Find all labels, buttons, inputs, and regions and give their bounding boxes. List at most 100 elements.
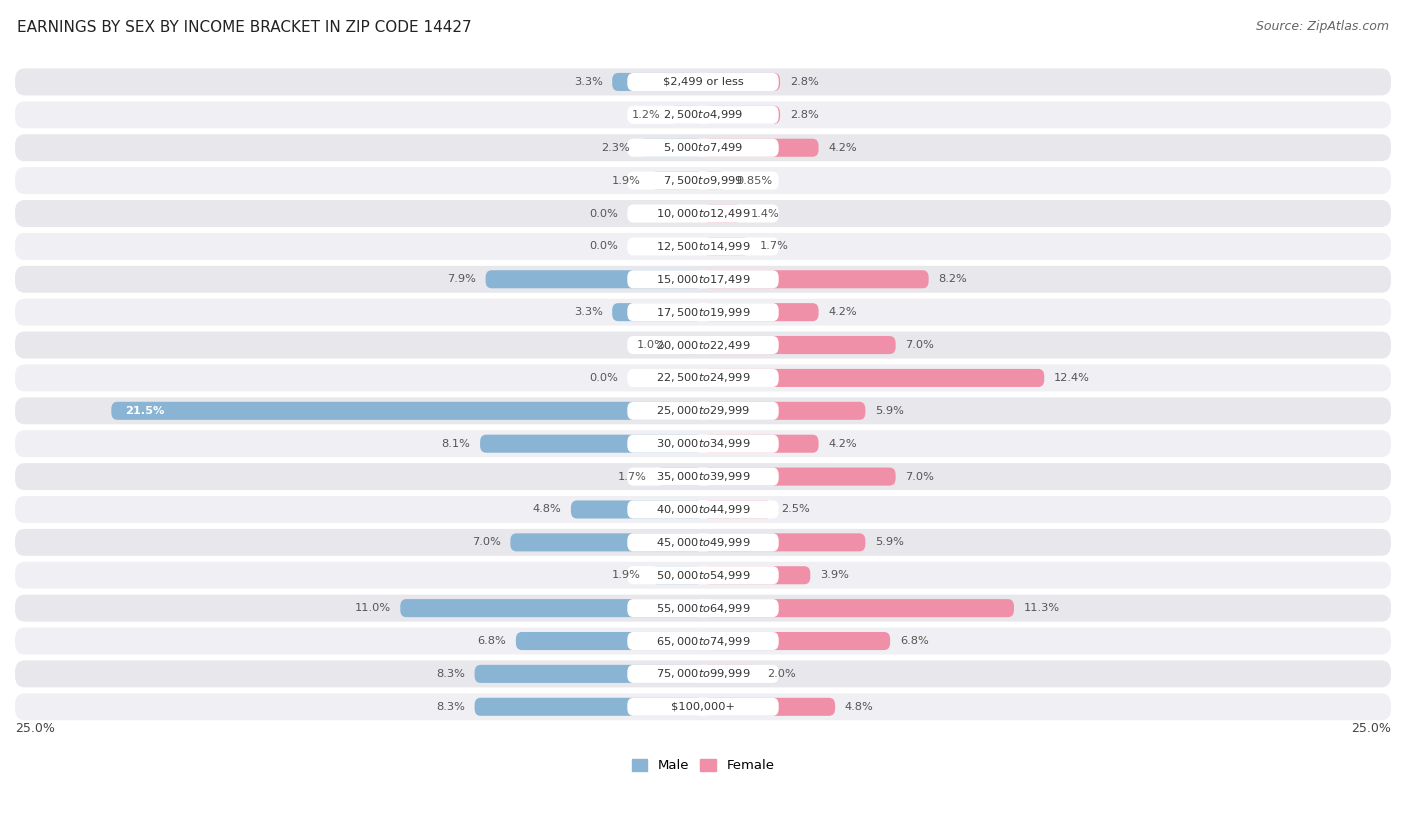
Text: $17,500 to $19,999: $17,500 to $19,999 xyxy=(655,306,751,319)
FancyBboxPatch shape xyxy=(15,594,1391,622)
FancyBboxPatch shape xyxy=(15,398,1391,424)
FancyBboxPatch shape xyxy=(627,237,779,255)
Text: 1.9%: 1.9% xyxy=(612,176,641,185)
FancyBboxPatch shape xyxy=(640,139,703,157)
FancyBboxPatch shape xyxy=(15,364,1391,391)
FancyBboxPatch shape xyxy=(703,73,780,91)
FancyBboxPatch shape xyxy=(15,200,1391,227)
Text: 3.3%: 3.3% xyxy=(574,77,603,87)
FancyBboxPatch shape xyxy=(627,73,779,91)
Text: 8.3%: 8.3% xyxy=(436,669,465,679)
FancyBboxPatch shape xyxy=(627,435,779,453)
Text: 11.3%: 11.3% xyxy=(1024,603,1060,613)
FancyBboxPatch shape xyxy=(703,369,1045,387)
Text: $20,000 to $22,499: $20,000 to $22,499 xyxy=(655,338,751,351)
FancyBboxPatch shape xyxy=(703,435,818,453)
Text: 7.0%: 7.0% xyxy=(905,472,934,481)
FancyBboxPatch shape xyxy=(703,698,835,715)
FancyBboxPatch shape xyxy=(627,566,779,585)
FancyBboxPatch shape xyxy=(15,266,1391,293)
FancyBboxPatch shape xyxy=(15,693,1391,720)
FancyBboxPatch shape xyxy=(15,562,1391,589)
Text: $5,000 to $7,499: $5,000 to $7,499 xyxy=(664,141,742,154)
Text: $45,000 to $49,999: $45,000 to $49,999 xyxy=(655,536,751,549)
FancyBboxPatch shape xyxy=(703,665,758,683)
Text: 1.9%: 1.9% xyxy=(612,570,641,580)
Text: 1.0%: 1.0% xyxy=(637,340,666,350)
Text: 2.3%: 2.3% xyxy=(602,143,630,153)
FancyBboxPatch shape xyxy=(15,167,1391,194)
FancyBboxPatch shape xyxy=(651,172,703,189)
FancyBboxPatch shape xyxy=(510,533,703,551)
FancyBboxPatch shape xyxy=(15,430,1391,457)
Text: $75,000 to $99,999: $75,000 to $99,999 xyxy=(655,667,751,680)
Text: 7.0%: 7.0% xyxy=(905,340,934,350)
Text: 5.9%: 5.9% xyxy=(875,537,904,547)
Text: 11.0%: 11.0% xyxy=(354,603,391,613)
FancyBboxPatch shape xyxy=(571,501,703,519)
FancyBboxPatch shape xyxy=(475,698,703,715)
Text: $50,000 to $54,999: $50,000 to $54,999 xyxy=(655,569,751,582)
Text: 7.0%: 7.0% xyxy=(472,537,501,547)
Text: 4.8%: 4.8% xyxy=(845,702,873,712)
Text: 1.7%: 1.7% xyxy=(617,472,647,481)
FancyBboxPatch shape xyxy=(479,435,703,453)
Text: 1.7%: 1.7% xyxy=(759,241,789,251)
Text: $35,000 to $39,999: $35,000 to $39,999 xyxy=(655,470,751,483)
Text: $25,000 to $29,999: $25,000 to $29,999 xyxy=(655,404,751,417)
FancyBboxPatch shape xyxy=(627,533,779,551)
FancyBboxPatch shape xyxy=(703,533,865,551)
FancyBboxPatch shape xyxy=(15,628,1391,654)
Text: $22,500 to $24,999: $22,500 to $24,999 xyxy=(655,372,751,385)
Text: $7,500 to $9,999: $7,500 to $9,999 xyxy=(664,174,742,187)
FancyBboxPatch shape xyxy=(15,529,1391,556)
Text: 0.0%: 0.0% xyxy=(589,241,617,251)
FancyBboxPatch shape xyxy=(627,698,779,715)
Text: 0.85%: 0.85% xyxy=(735,176,772,185)
FancyBboxPatch shape xyxy=(15,68,1391,95)
FancyBboxPatch shape xyxy=(627,204,779,223)
Text: EARNINGS BY SEX BY INCOME BRACKET IN ZIP CODE 14427: EARNINGS BY SEX BY INCOME BRACKET IN ZIP… xyxy=(17,20,471,35)
FancyBboxPatch shape xyxy=(627,369,779,387)
FancyBboxPatch shape xyxy=(671,106,703,124)
Text: 8.3%: 8.3% xyxy=(436,702,465,712)
Text: 6.8%: 6.8% xyxy=(900,636,928,646)
Text: 5.9%: 5.9% xyxy=(875,406,904,415)
FancyBboxPatch shape xyxy=(627,467,779,485)
Text: 8.1%: 8.1% xyxy=(441,439,471,449)
FancyBboxPatch shape xyxy=(627,106,779,124)
FancyBboxPatch shape xyxy=(703,139,818,157)
FancyBboxPatch shape xyxy=(703,237,749,255)
FancyBboxPatch shape xyxy=(627,336,779,354)
Text: 7.9%: 7.9% xyxy=(447,274,477,285)
Text: $30,000 to $34,999: $30,000 to $34,999 xyxy=(655,437,751,450)
Text: 3.9%: 3.9% xyxy=(820,570,849,580)
FancyBboxPatch shape xyxy=(627,665,779,683)
Text: 4.2%: 4.2% xyxy=(828,439,856,449)
Text: $2,499 or less: $2,499 or less xyxy=(662,77,744,87)
Text: 0.0%: 0.0% xyxy=(589,373,617,383)
Text: 25.0%: 25.0% xyxy=(15,722,55,735)
FancyBboxPatch shape xyxy=(627,632,779,650)
Text: 3.3%: 3.3% xyxy=(574,307,603,317)
Text: 1.4%: 1.4% xyxy=(751,208,780,219)
Text: 2.8%: 2.8% xyxy=(790,110,818,120)
Text: 4.2%: 4.2% xyxy=(828,307,856,317)
FancyBboxPatch shape xyxy=(627,402,779,420)
FancyBboxPatch shape xyxy=(612,303,703,321)
Legend: Male, Female: Male, Female xyxy=(626,754,780,777)
Text: $15,000 to $17,499: $15,000 to $17,499 xyxy=(655,273,751,286)
FancyBboxPatch shape xyxy=(651,566,703,585)
FancyBboxPatch shape xyxy=(475,665,703,683)
Text: 6.8%: 6.8% xyxy=(478,636,506,646)
FancyBboxPatch shape xyxy=(627,501,779,519)
Text: 1.2%: 1.2% xyxy=(631,110,661,120)
FancyBboxPatch shape xyxy=(15,332,1391,359)
FancyBboxPatch shape xyxy=(111,402,703,420)
Text: $100,000+: $100,000+ xyxy=(671,702,735,712)
FancyBboxPatch shape xyxy=(15,134,1391,161)
FancyBboxPatch shape xyxy=(15,463,1391,490)
FancyBboxPatch shape xyxy=(627,139,779,157)
FancyBboxPatch shape xyxy=(516,632,703,650)
FancyBboxPatch shape xyxy=(703,566,810,585)
